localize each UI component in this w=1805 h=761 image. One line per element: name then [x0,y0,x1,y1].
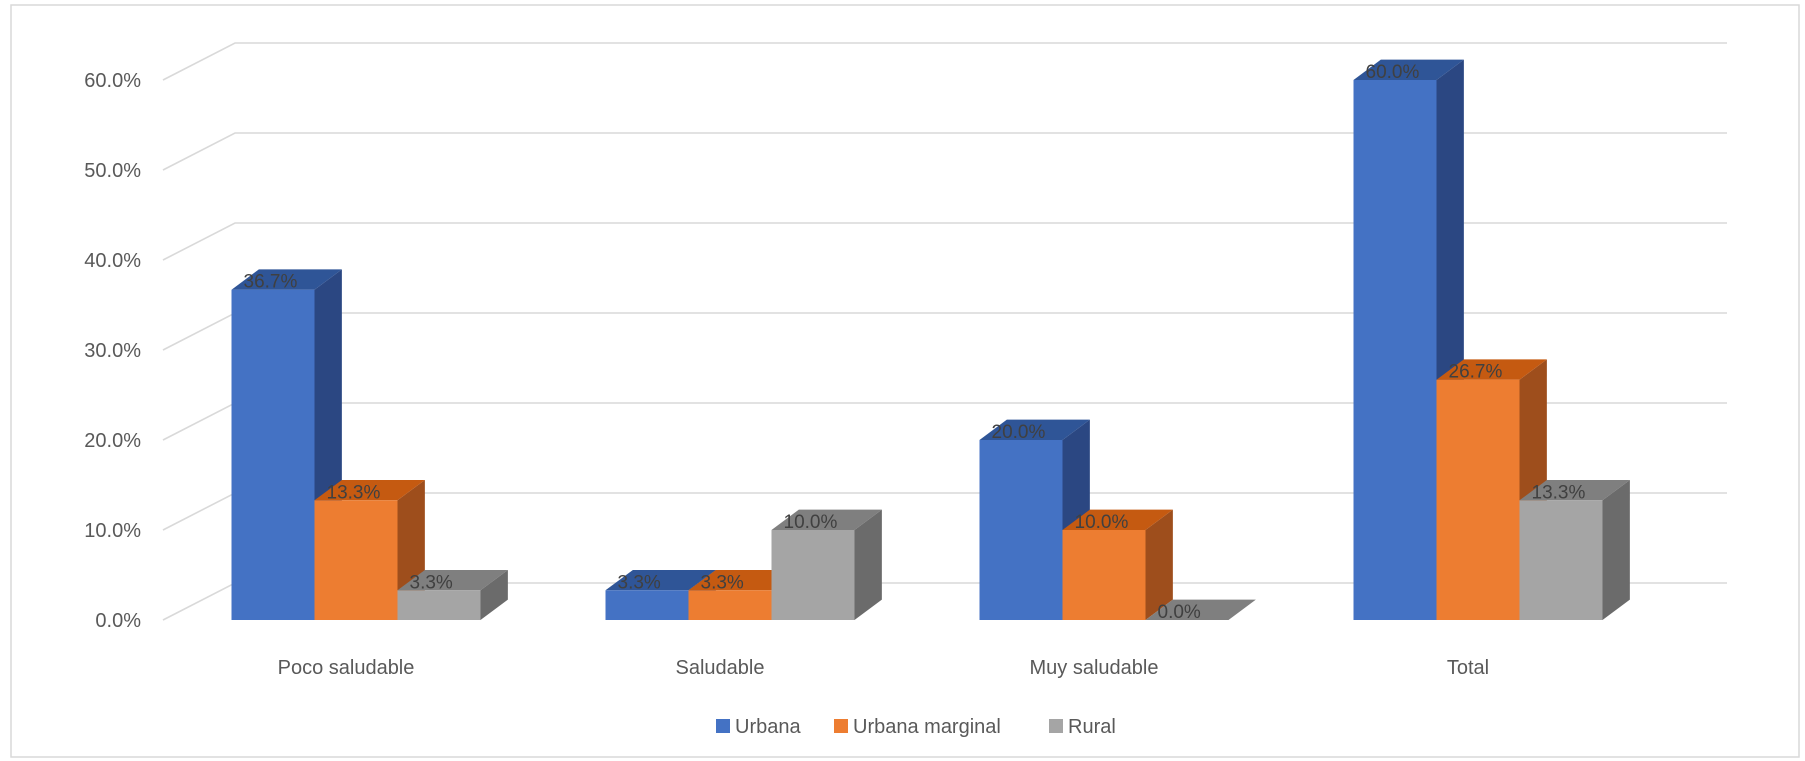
legend-swatch [834,719,848,733]
bar-front [232,290,315,620]
legend-swatch [1049,719,1063,733]
legend-label: Rural [1068,716,1116,738]
data-label: 60.0% [1366,62,1420,83]
bar-front [315,500,398,620]
x-tick-label: Total [1447,657,1489,679]
bar-front [1354,80,1437,620]
data-label: 13.3% [1532,482,1586,503]
bar-side [1603,480,1630,620]
data-label: 10.0% [784,512,838,533]
y-tick-label: 30.0% [84,340,141,362]
bar-front [772,530,855,620]
data-label: 26.7% [1449,362,1503,383]
bar-front [689,590,772,620]
bar-front [980,440,1063,620]
data-label: 10.0% [1075,512,1129,533]
legend-swatch [716,719,730,733]
bar-front [1063,530,1146,620]
x-tick-label: Muy saludable [1030,657,1159,679]
data-label: 20.0% [992,422,1046,443]
y-tick-label: 60.0% [84,70,141,92]
legend-item-urbana-marginal: Urbana marginal [834,716,1001,738]
data-label: 3.3% [410,572,453,593]
y-tick-label: 20.0% [84,430,141,452]
data-label: 0.0% [1158,602,1201,623]
bar-front [398,590,481,620]
y-tick-label: 40.0% [84,250,141,272]
legend-label: Urbana [735,716,801,738]
bar-front [606,590,689,620]
data-label: 36.7% [244,272,298,293]
data-label: 3.3% [618,572,661,593]
x-tick-label: Saludable [676,657,765,679]
y-tick-label: 0.0% [95,610,141,632]
bar-front [1520,500,1603,620]
data-label: 3.3% [701,572,744,593]
data-label: 13.3% [327,482,381,503]
y-tick-label: 10.0% [84,520,141,542]
y-tick-label: 50.0% [84,160,141,182]
x-tick-label: Poco saludable [278,657,415,679]
bar-front [1437,380,1520,620]
legend-label: Urbana marginal [853,716,1001,738]
